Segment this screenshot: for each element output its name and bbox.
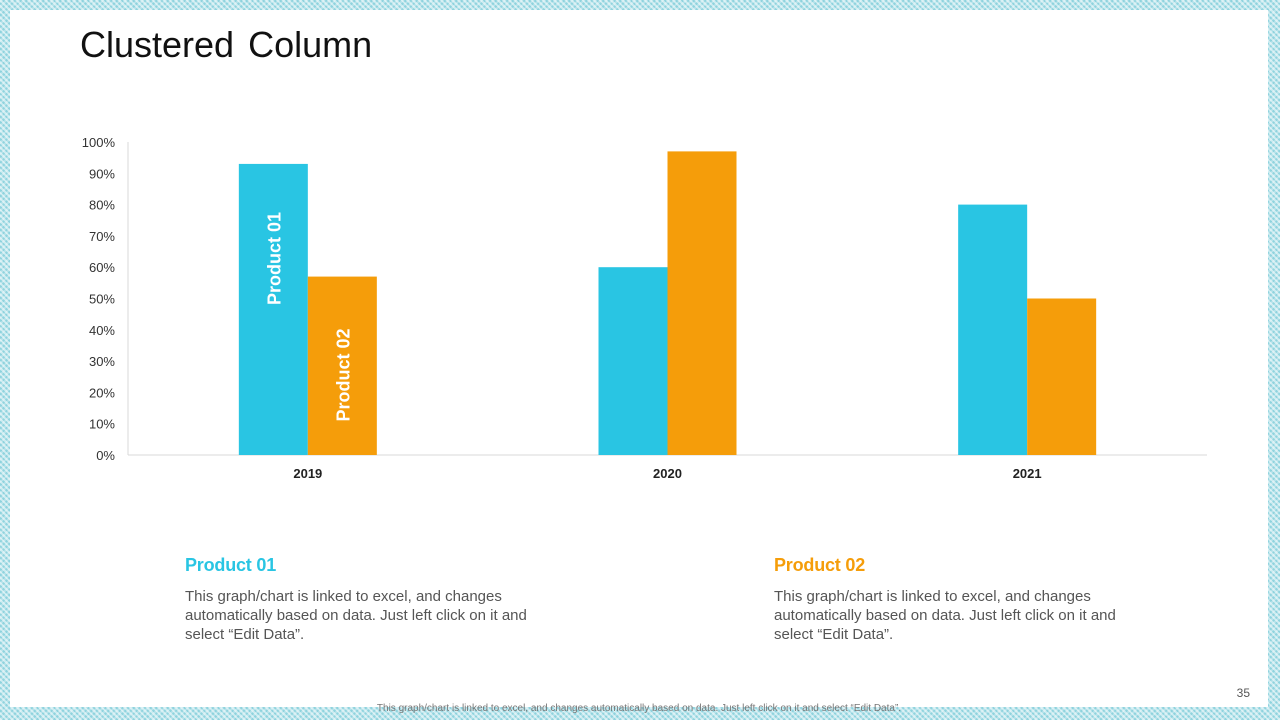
bar-label-product-01: Product 01 [264, 212, 284, 305]
bar-product-02-2019 [307, 276, 377, 455]
x-tick-label: 2019 [293, 466, 322, 481]
y-tick-label: 40% [89, 323, 115, 338]
bar-product-01-2021 [958, 204, 1028, 455]
y-tick-label: 50% [89, 292, 115, 307]
y-tick-label: 20% [89, 385, 115, 400]
slide: Clustered Column 0% 10% 20% 30% 40% 50% 60% 70%… [10, 10, 1268, 714]
legend-title-product-01: Product 01 [185, 555, 277, 575]
y-tick-label: 100% [82, 135, 116, 150]
legend-title-product-02: Product 02 [774, 555, 866, 575]
y-tick-label: 80% [89, 198, 115, 213]
y-tick-label: 90% [89, 166, 115, 181]
legend-description-product-02: This graph/chart is linked to excel, and… [774, 588, 1116, 643]
page-number: 35 [1236, 686, 1250, 700]
bar-product-01-2019 [238, 163, 308, 455]
bar-product-02-2020 [667, 151, 737, 455]
y-tick-label: 10% [89, 417, 115, 432]
y-tick-label: 60% [89, 260, 115, 275]
footer-note: This graph/chart is linked to excel, and… [376, 703, 902, 714]
x-tick-label: 2020 [653, 466, 682, 481]
bar-product-01-2020 [598, 267, 668, 455]
clustered-column-chart[interactable]: 0% 10% 20% 30% 40% 50% 60% 70% 80% 90% 100% Product… [10, 10, 1268, 530]
slide-title: Clustered Column [80, 24, 373, 65]
x-tick-label: 2021 [1013, 466, 1042, 481]
legend-description-product-01: This graph/chart is linked to excel, and… [185, 588, 527, 643]
bar-product-02-2021 [1027, 298, 1097, 455]
bar-label-product-02: Product 02 [333, 328, 353, 421]
y-tick-label: 0% [96, 448, 115, 463]
y-tick-label: 30% [89, 354, 115, 369]
y-tick-label: 70% [89, 229, 115, 244]
